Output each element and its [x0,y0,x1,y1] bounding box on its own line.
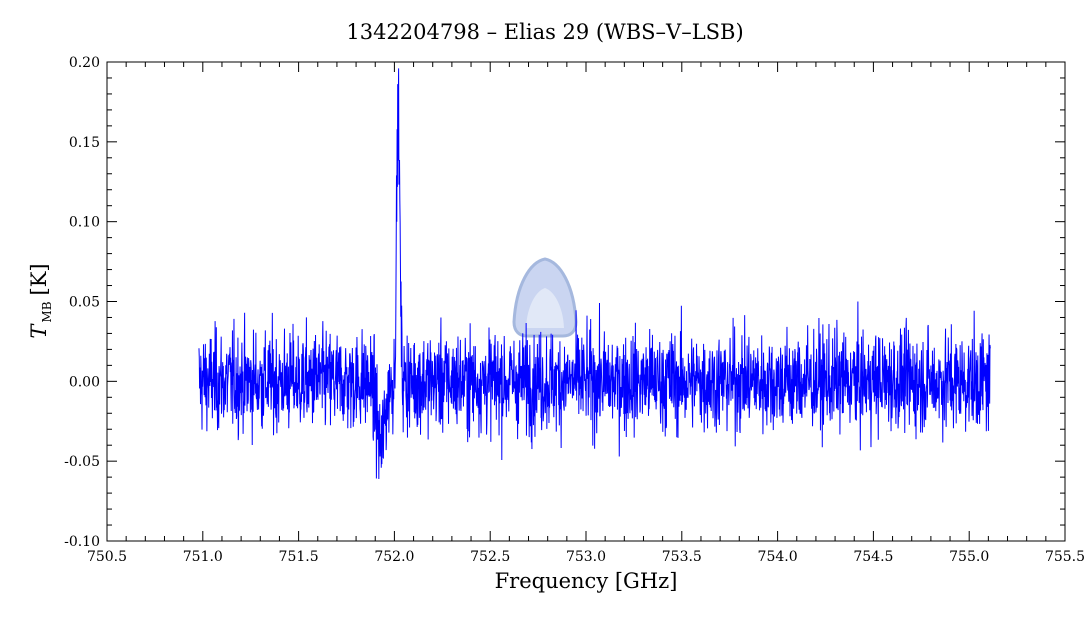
y-axis-label-unit: [K] [27,263,51,295]
y-axis-label-symbol: T [27,323,51,339]
x-axis-ticks: 750.5 751.0 751.5 752.0 752.5 753.0 753.5 754.0… [87,62,1085,565]
y-tick-label: -0.10 [64,534,100,550]
x-tick-label: 750.5 [87,549,127,565]
plot-frame [106,61,1066,542]
y-tick-label: 0.20 [69,55,100,71]
y-tick-label: 0.15 [69,135,100,151]
y-axis-label: TMB [K] [27,263,54,338]
x-tick-label: 754.5 [853,549,893,565]
x-tick-label: 752.0 [374,549,414,565]
y-tick-label: -0.05 [64,454,100,470]
watermark-logo [512,257,578,338]
x-tick-label: 751.0 [183,549,223,565]
x-tick-label: 751.5 [279,549,319,565]
y-axis-ticks: -0.10 -0.05 0.00 0.05 0.10 0.15 0.20 [64,55,1065,550]
x-tick-label: 753.0 [566,549,606,565]
x-tick-label: 753.5 [662,549,702,565]
spectrum-series-line [198,68,991,480]
watermark-inner-shape [526,288,564,328]
x-tick-label: 755.0 [949,549,989,565]
y-tick-label: 0.10 [69,215,100,231]
x-tick-label: 754.0 [758,549,798,565]
chart-title: 1342204798 – Elias 29 (WBS–V–LSB) [346,20,743,44]
x-tick-label: 752.5 [470,549,510,565]
x-tick-label: 755.5 [1045,549,1085,565]
y-tick-label: 0.05 [69,295,100,311]
y-axis-label-subscript: MB [40,301,54,322]
x-axis-label: Frequency [GHz] [495,569,678,593]
y-tick-label: 0.00 [69,374,100,390]
